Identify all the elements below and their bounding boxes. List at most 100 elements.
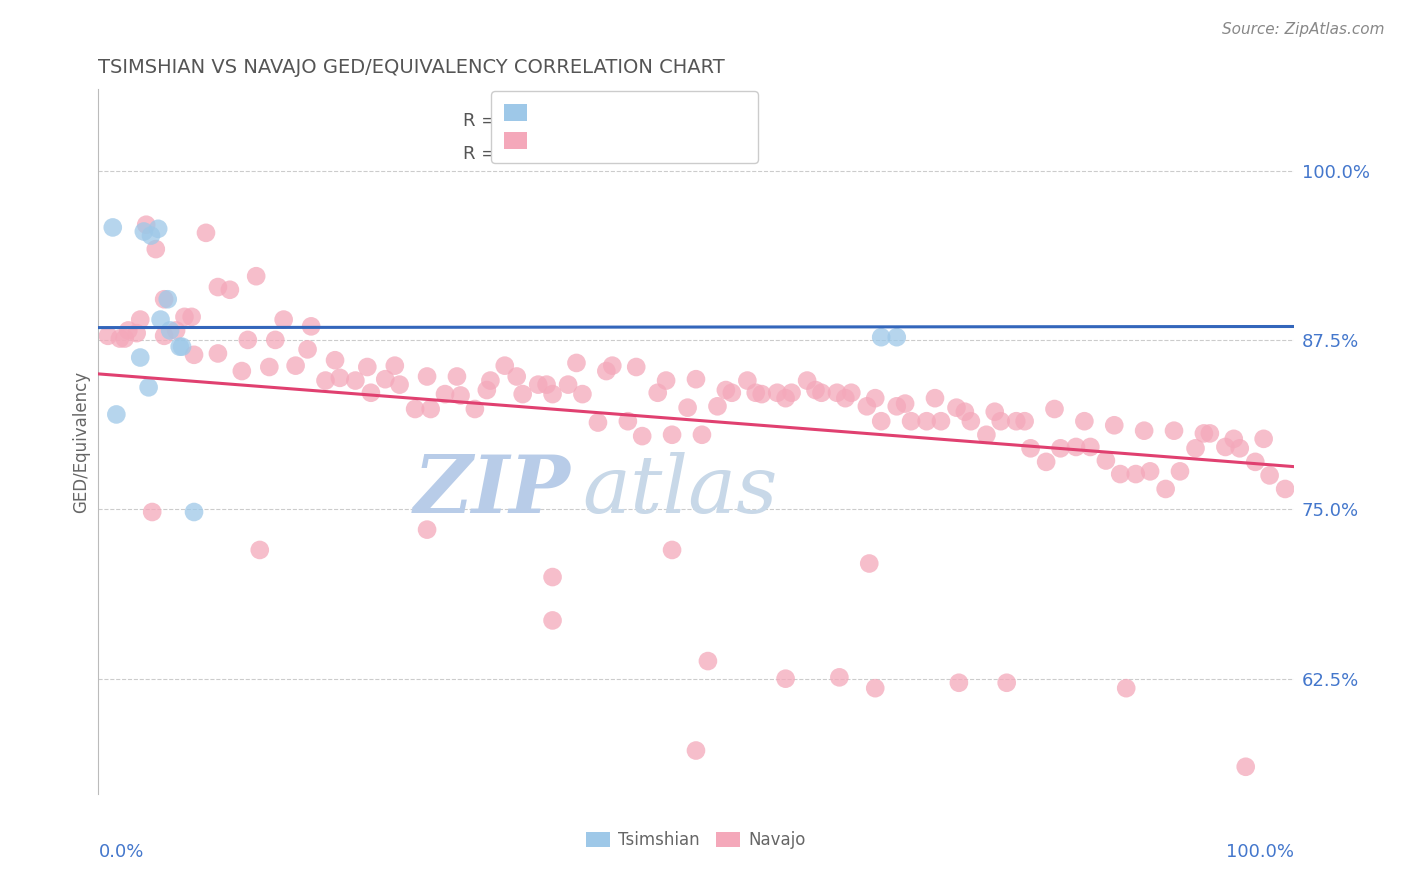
Point [766, 385, 789, 400]
Point [297, 343, 319, 357]
Point [1049, 442, 1071, 456]
Text: ZIP: ZIP [413, 452, 571, 530]
Point [105, 408, 128, 422]
Point [661, 427, 683, 442]
Point [138, 380, 160, 394]
Point [479, 374, 502, 388]
Point [1064, 440, 1087, 454]
Point [315, 374, 337, 388]
Point [1125, 467, 1147, 481]
Point [141, 505, 163, 519]
Y-axis label: GED/Equivalency: GED/Equivalency [72, 370, 90, 513]
Point [617, 414, 640, 428]
Text: -0.283: -0.283 [509, 145, 572, 163]
Point [661, 543, 683, 558]
Point [475, 383, 498, 397]
Point [145, 242, 167, 256]
Point [416, 523, 439, 537]
Point [714, 383, 737, 397]
Point [945, 401, 967, 415]
Point [165, 323, 187, 337]
Point [960, 414, 983, 428]
Point [1163, 424, 1185, 438]
Point [1199, 426, 1222, 441]
Point [245, 269, 267, 284]
Point [1192, 426, 1215, 441]
Point [299, 319, 322, 334]
Point [1133, 424, 1156, 438]
Point [948, 675, 970, 690]
Text: N =: N = [571, 112, 621, 129]
Point [149, 312, 172, 326]
Text: 15: 15 [619, 112, 644, 129]
Point [125, 326, 148, 340]
Point [129, 351, 152, 365]
Point [602, 359, 624, 373]
Point [1080, 440, 1102, 454]
Point [647, 385, 669, 400]
Point [1043, 402, 1066, 417]
Point [571, 387, 593, 401]
Text: 0.003: 0.003 [509, 112, 565, 129]
Point [984, 405, 1007, 419]
Point [858, 557, 880, 571]
Point [1095, 453, 1118, 467]
Point [865, 391, 887, 405]
Point [416, 369, 439, 384]
Point [626, 359, 648, 374]
Point [434, 387, 457, 401]
Point [775, 391, 797, 405]
Point [153, 329, 176, 343]
Point [870, 414, 893, 428]
Point [446, 369, 468, 384]
Point [1184, 442, 1206, 456]
Point [97, 329, 120, 343]
Text: 116: 116 [619, 145, 655, 163]
Point [360, 385, 382, 400]
Point [737, 374, 759, 388]
Point [1115, 681, 1137, 696]
Point [1229, 442, 1251, 456]
Text: R =: R = [463, 112, 502, 129]
Text: N =: N = [571, 145, 621, 163]
Point [685, 372, 707, 386]
Point [1073, 414, 1095, 428]
Point [697, 654, 720, 668]
Point [804, 383, 827, 397]
Point [796, 374, 818, 388]
Point [494, 359, 516, 373]
Point [990, 414, 1012, 428]
Point [464, 402, 486, 417]
Point [264, 333, 287, 347]
Point [117, 323, 139, 337]
Point [1234, 760, 1257, 774]
Point [148, 221, 170, 235]
Point [1109, 467, 1132, 481]
Point [894, 396, 917, 410]
Point [1274, 482, 1296, 496]
Point [586, 416, 609, 430]
Point [273, 312, 295, 326]
Point [828, 670, 851, 684]
Point [780, 385, 803, 400]
Point [207, 280, 229, 294]
Point [284, 359, 307, 373]
Point [685, 743, 707, 757]
Point [101, 220, 124, 235]
Point [132, 225, 155, 239]
Point [825, 385, 848, 400]
Point [834, 391, 856, 405]
Point [541, 387, 564, 401]
Text: Source: ZipAtlas.com: Source: ZipAtlas.com [1222, 22, 1385, 37]
Point [1258, 468, 1281, 483]
Point [180, 310, 202, 324]
Point [219, 283, 242, 297]
Point [565, 356, 588, 370]
Point [1104, 418, 1126, 433]
Point [129, 312, 152, 326]
Legend: Tsimshian, Navajo: Tsimshian, Navajo [579, 825, 813, 856]
Point [1215, 440, 1237, 454]
Text: atlas: atlas [582, 452, 778, 530]
Point [751, 387, 773, 401]
Point [886, 330, 908, 344]
